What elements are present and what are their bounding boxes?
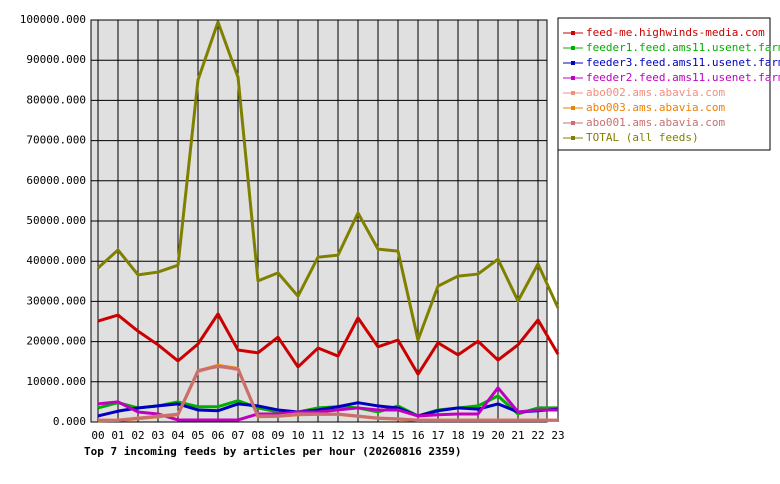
legend-label: feeder3.feed.ams11.usenet.farm bbox=[586, 56, 780, 69]
x-tick-label: 08 bbox=[251, 429, 264, 442]
legend-label: abo002.ams.abavia.com bbox=[586, 86, 725, 99]
x-tick-label: 19 bbox=[471, 429, 484, 442]
legend-marker bbox=[571, 76, 575, 80]
y-tick-label: 20000.000 bbox=[26, 335, 86, 348]
x-tick-label: 11 bbox=[311, 429, 324, 442]
x-tick-label: 22 bbox=[531, 429, 544, 442]
legend-marker bbox=[571, 91, 575, 95]
x-tick-label: 23 bbox=[551, 429, 564, 442]
legend-marker bbox=[571, 106, 575, 110]
legend-marker bbox=[571, 31, 575, 35]
x-tick-label: 14 bbox=[371, 429, 385, 442]
x-tick-label: 17 bbox=[431, 429, 444, 442]
y-tick-label: 40000.000 bbox=[26, 254, 86, 267]
x-tick-label: 21 bbox=[511, 429, 524, 442]
x-tick-label: 03 bbox=[151, 429, 164, 442]
series-line bbox=[96, 20, 560, 342]
x-tick-label: 18 bbox=[451, 429, 464, 442]
legend-marker bbox=[571, 46, 575, 50]
legend-label: feed-me.highwinds-media.com bbox=[586, 26, 765, 39]
y-tick-label: 70000.000 bbox=[26, 134, 86, 147]
series-line bbox=[97, 386, 558, 422]
x-tick-label: 20 bbox=[491, 429, 504, 442]
legend-marker bbox=[571, 136, 575, 140]
legend-label: abo003.ams.abavia.com bbox=[586, 101, 725, 114]
x-tick-label: 02 bbox=[131, 429, 144, 442]
legend-label: feeder2.feed.ams11.usenet.farm bbox=[586, 71, 780, 84]
y-tick-label: 50000.000 bbox=[26, 214, 86, 227]
x-tick-label: 00 bbox=[91, 429, 104, 442]
x-tick-label: 06 bbox=[211, 429, 224, 442]
x-tick-label: 01 bbox=[111, 429, 124, 442]
y-tick-label: 80000.000 bbox=[26, 93, 86, 106]
x-tick-label: 07 bbox=[231, 429, 244, 442]
legend-label: feeder1.feed.ams11.usenet.farm bbox=[586, 41, 780, 54]
x-tick-label: 10 bbox=[291, 429, 304, 442]
y-tick-label: 0.000 bbox=[53, 415, 86, 428]
series-line bbox=[97, 365, 558, 422]
legend-label: TOTAL (all feeds) bbox=[586, 131, 699, 144]
legend-box bbox=[557, 17, 771, 151]
plot-border bbox=[90, 19, 548, 423]
y-tick-label: 90000.000 bbox=[26, 53, 86, 66]
legend-marker bbox=[571, 61, 575, 65]
x-tick-label: 05 bbox=[191, 429, 204, 442]
series-line bbox=[97, 312, 560, 376]
y-tick-label: 30000.000 bbox=[26, 294, 86, 307]
y-tick-label: 100000.000 bbox=[20, 13, 86, 26]
legend-marker bbox=[571, 121, 575, 125]
y-tick-label: 60000.000 bbox=[26, 174, 86, 187]
y-tick-label: 10000.000 bbox=[26, 375, 86, 388]
x-tick-label: 13 bbox=[351, 429, 364, 442]
x-tick-label: 04 bbox=[171, 429, 185, 442]
x-tick-label: 16 bbox=[411, 429, 424, 442]
x-tick-label: 09 bbox=[271, 429, 284, 442]
x-tick-label: 15 bbox=[391, 429, 404, 442]
legend-label: abo001.ams.abavia.com bbox=[586, 116, 725, 129]
x-tick-label: 12 bbox=[331, 429, 344, 442]
chart-title: Top 7 incoming feeds by articles per hou… bbox=[84, 445, 462, 458]
